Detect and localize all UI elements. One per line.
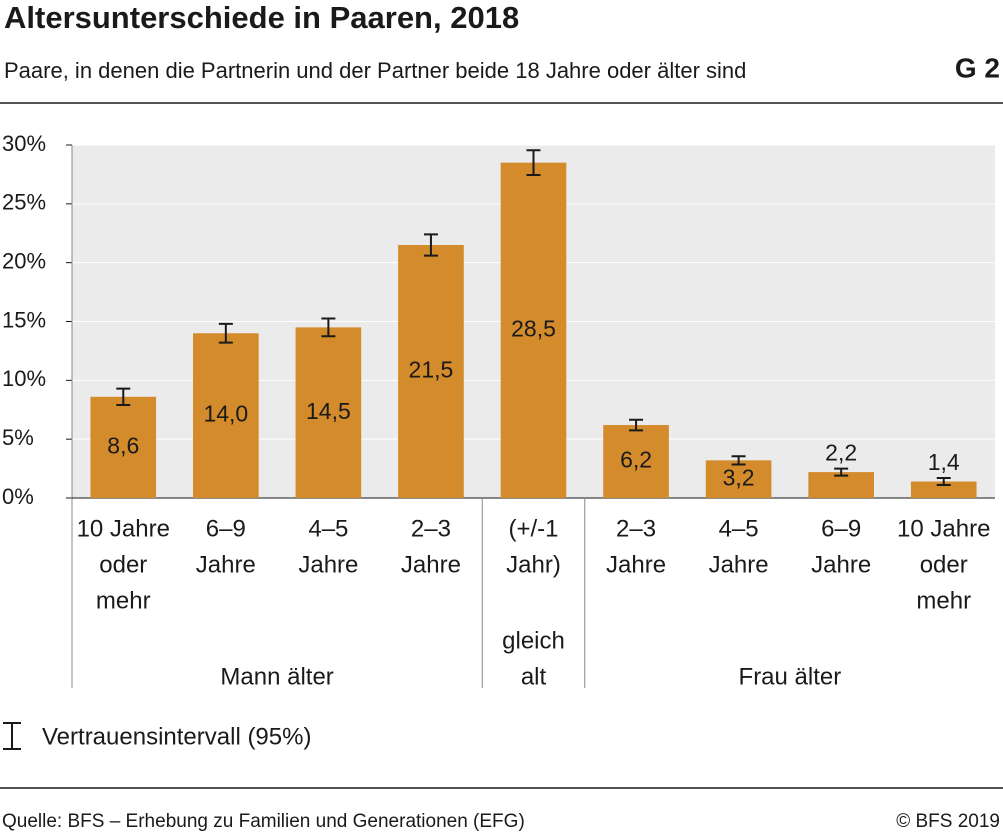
value-label: 1,4 (928, 449, 960, 475)
x-tick-label: 6–9 (206, 515, 246, 542)
x-tick-label: Jahre (196, 551, 256, 578)
group-label: gleich (502, 627, 565, 654)
group-label: Frau älter (739, 663, 842, 690)
error-bar (629, 418, 644, 432)
legend-label: Vertrauensintervall (95%) (42, 723, 311, 750)
error-bar (116, 387, 131, 407)
y-tick-label: 15% (2, 307, 46, 332)
bar (295, 327, 362, 498)
x-tick-label: 10 Jahre (897, 515, 990, 542)
y-tick-label: 10% (2, 366, 46, 391)
x-tick-label: mehr (916, 587, 971, 614)
bar (90, 396, 157, 498)
x-tick-label: 6–9 (821, 515, 861, 542)
bar (500, 162, 567, 498)
value-label: 14,0 (203, 401, 248, 427)
x-tick-label: 2–3 (411, 515, 451, 542)
x-tick-label: mehr (96, 587, 151, 614)
value-label: 8,6 (107, 432, 139, 458)
x-tick-label: 4–5 (719, 515, 759, 542)
error-bar (834, 467, 849, 477)
x-tick-label: oder (99, 551, 147, 578)
x-tick-label: Jahre (401, 551, 461, 578)
error-bar (526, 149, 541, 177)
x-tick-label: (+/-1 (508, 515, 558, 542)
value-label: 28,5 (511, 315, 556, 341)
error-bar (321, 317, 336, 338)
bar (603, 425, 669, 498)
y-tick-label: 25% (2, 190, 46, 215)
x-tick-label: 10 Jahre (77, 515, 170, 542)
group-label: Mann älter (220, 663, 333, 690)
chart-subtitle: Paare, in denen die Partnerin und der Pa… (4, 58, 746, 83)
chart-id: G 2 (955, 52, 1000, 83)
bar (398, 245, 464, 498)
value-label: 21,5 (409, 357, 454, 383)
y-tick-label: 20% (2, 248, 46, 273)
legend-icon (3, 722, 21, 750)
error-bar (218, 322, 233, 344)
value-label: 6,2 (620, 447, 652, 473)
y-tick-label: 30% (2, 131, 46, 156)
value-label: 2,2 (825, 440, 857, 466)
bar (193, 333, 259, 498)
x-tick-label: 2–3 (616, 515, 656, 542)
source: Quelle: BFS – Erhebung zu Familien und G… (2, 811, 525, 832)
value-label: 14,5 (306, 398, 351, 424)
error-bar (731, 455, 746, 466)
x-tick-label: Jahre (811, 551, 871, 578)
bar (910, 481, 977, 498)
bar (705, 460, 772, 498)
copyright: © BFS 2019 (896, 811, 1000, 832)
legend: Vertrauensintervall (95%) (3, 722, 311, 750)
x-tick-label: Jahre (298, 551, 358, 578)
x-tick-label: Jahre (606, 551, 666, 578)
chart-title: Altersunterschiede in Paaren, 2018 (4, 0, 519, 35)
x-tick-label: Jahre (709, 551, 769, 578)
y-tick-label: 0% (2, 484, 34, 509)
error-bar (423, 233, 438, 257)
x-tick-label: 4–5 (308, 515, 348, 542)
y-tick-label: 5% (2, 425, 34, 450)
x-tick-label: oder (920, 551, 968, 578)
value-label: 3,2 (723, 464, 755, 490)
group-label: alt (521, 663, 547, 690)
x-tick-label: Jahr) (506, 551, 561, 578)
error-bar (936, 476, 951, 487)
